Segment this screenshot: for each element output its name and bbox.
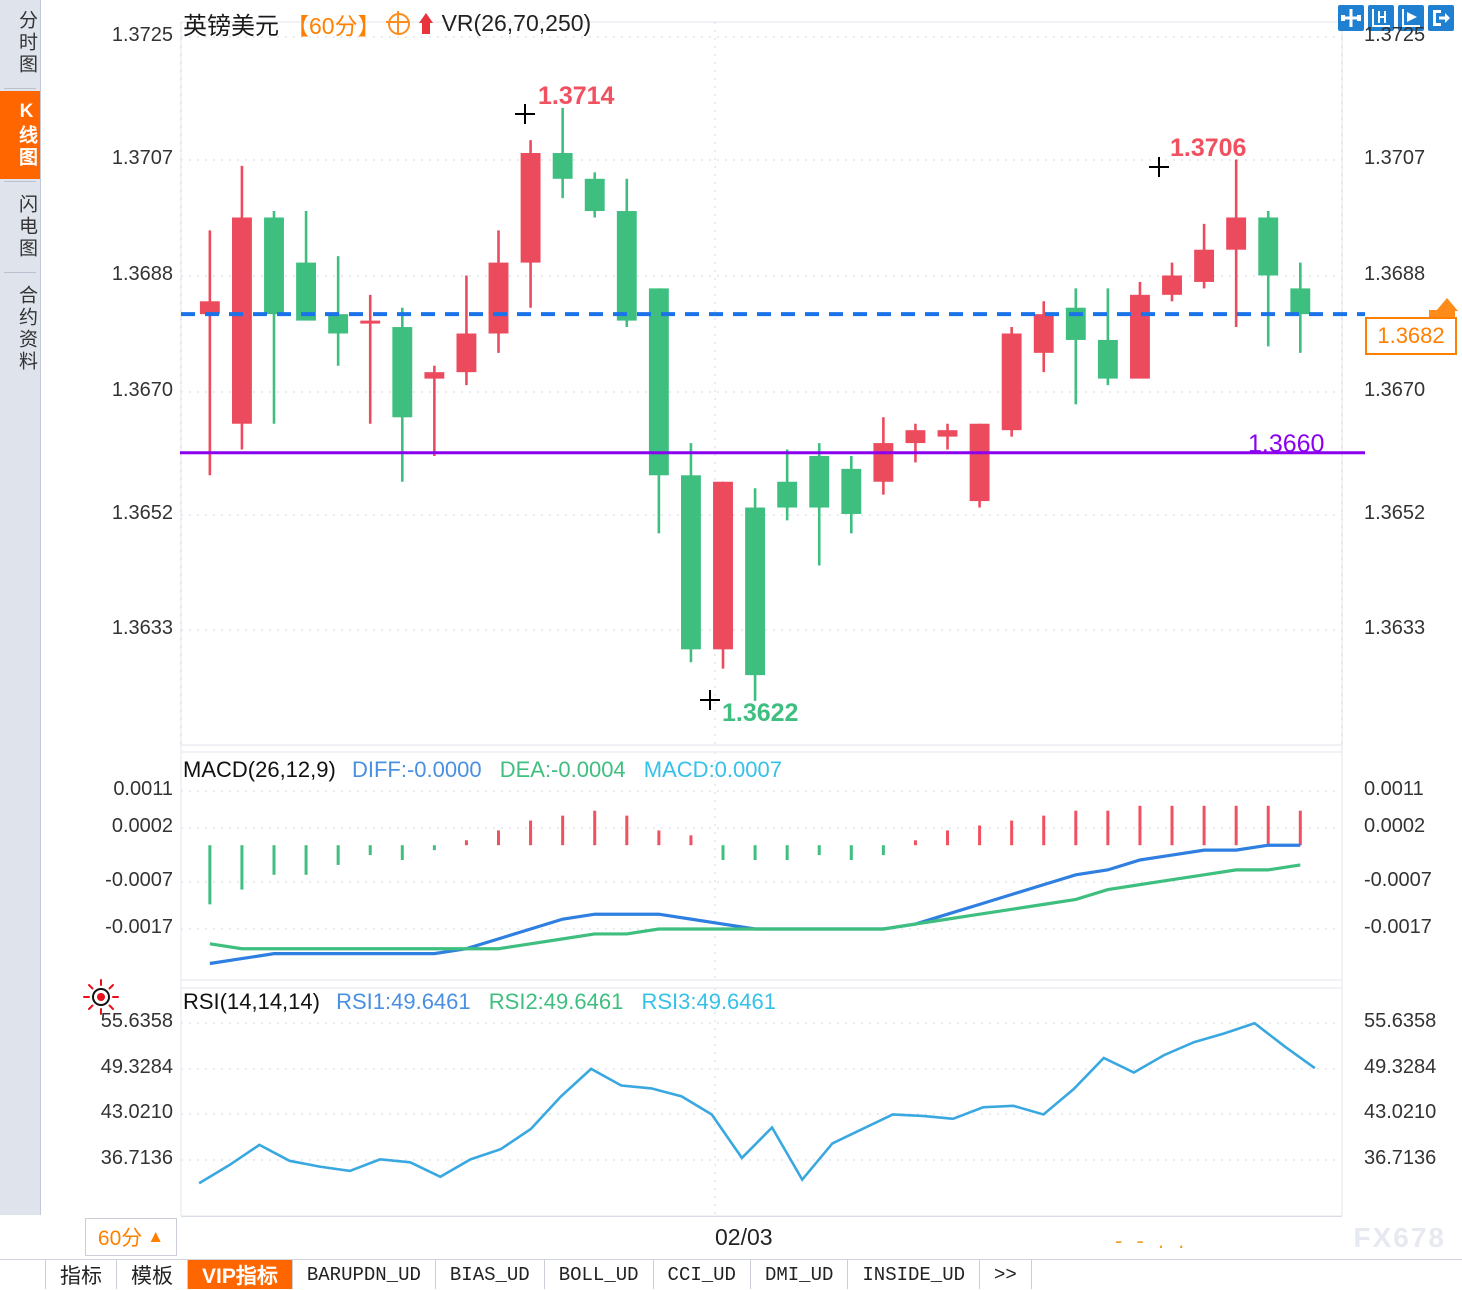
time-axis-label: 02/03	[715, 1224, 773, 1250]
period-selector-button[interactable]: 60分 ▲	[85, 1218, 177, 1256]
low-marker-icon	[700, 690, 720, 710]
price-tag-arrow-base	[1429, 310, 1455, 317]
sidebar-item-timeline-chart[interactable]: 分时图	[0, 0, 40, 86]
annotation-high: 1.3714	[538, 82, 615, 110]
price-axis-tick-left: 1.3707	[111, 147, 173, 169]
sidebar-filler	[0, 383, 40, 1215]
dmi-ud-tab[interactable]: DMI_UD	[751, 1260, 849, 1289]
exit-icon[interactable]	[1428, 5, 1454, 31]
rsi-axis-tick-right: 36.7136	[1364, 1147, 1437, 1169]
current-price-tag[interactable]: 1.3682	[1365, 317, 1457, 355]
toolbar-spacer	[1032, 1260, 1462, 1289]
macd-axis-tick-right: -0.0007	[1364, 869, 1432, 891]
macd-title: MACD(26,12,9)	[183, 757, 336, 782]
price-axis-tick-left: 1.3652	[111, 502, 173, 524]
period-label: 【60分】	[286, 12, 381, 39]
indicator-tab[interactable]: 指标	[46, 1260, 117, 1289]
template-tab[interactable]: 模板	[117, 1260, 188, 1289]
flag-marker-icon[interactable]	[1398, 5, 1424, 31]
rsi-title: RSI(14,14,14)	[183, 989, 320, 1014]
barupdn-ud-tab[interactable]: BARUPDN_UD	[293, 1260, 436, 1289]
arrow-up-icon	[417, 12, 435, 35]
bias-ud-tab[interactable]: BIAS_UD	[436, 1260, 545, 1289]
price-axis-tick-right: 1.3633	[1364, 617, 1426, 639]
macd-axis-tick-right: -0.0017	[1364, 916, 1432, 938]
measure-icon[interactable]	[1368, 5, 1394, 31]
rsi-axis-tick-right: 55.6358	[1364, 1010, 1437, 1032]
price-axis-tick-right: 1.3707	[1364, 147, 1426, 169]
crosshair-circle-icon[interactable]	[385, 10, 410, 35]
period-button-label: 60分	[97, 1227, 143, 1250]
macd-axis-tick-right: 0.0011	[1364, 778, 1424, 800]
macd-axis-tick-left: 0.0011	[113, 778, 173, 800]
rsi-axis-tick-right: 49.3284	[1364, 1056, 1437, 1078]
price-axis-tick-left: 1.3633	[111, 617, 173, 639]
cci-ud-tab[interactable]: CCI_UD	[654, 1260, 751, 1289]
price-axis-tick-right: 1.3725	[1364, 24, 1426, 46]
caret-up-icon: ▲	[147, 1227, 165, 1246]
macd-macd-value: MACD:0.0007	[643, 757, 782, 782]
left-sidebar: 分时图 K线图 闪电图 合约资料	[0, 0, 41, 1215]
bottom-toolbar: 指标 模板 VIP指标 BARUPDN_UD BIAS_UD BOLL_UD CCI_UD D…	[0, 1259, 1462, 1289]
sidebar-item-candlestick-chart[interactable]: K线图	[0, 91, 40, 179]
rsi1-value: RSI1:49.6461	[336, 989, 471, 1014]
boll-ud-tab[interactable]: BOLL_UD	[545, 1260, 654, 1289]
macd-axis-tick-left: -0.0007	[105, 869, 173, 891]
price-axis-tick-left: 1.3670	[111, 379, 173, 401]
rsi3-value: RSI3:49.6461	[641, 989, 776, 1014]
time-axis	[181, 1216, 1342, 1261]
annotation-recent-high: 1.3706	[1170, 134, 1247, 162]
macd-dea-value: DEA:-0.0004	[499, 757, 626, 782]
high-marker-icon	[515, 104, 535, 124]
chart-container: 英镑美元 【60分】 VR(26,70,250)	[40, 0, 1462, 1288]
watermark-logo: FX678	[1353, 1222, 1446, 1253]
chart-toolbar	[1338, 5, 1454, 31]
macd-axis-tick-left: -0.0017	[105, 916, 173, 938]
sidebar-divider	[4, 88, 36, 89]
vip-indicator-tab[interactable]: VIP指标	[188, 1260, 293, 1289]
rsi-header: RSI(14,14,14) RSI1:49.6461 RSI2:49.6461 …	[183, 989, 776, 1015]
toolbar-items: 指标 模板 VIP指标 BARUPDN_UD BIAS_UD BOLL_UD CCI_UD D…	[46, 1260, 1462, 1289]
annotation-support-level: 1.3660	[1248, 430, 1325, 458]
crosshair-move-icon[interactable]	[1338, 5, 1364, 31]
rsi-axis-tick-left: 36.7136	[100, 1147, 173, 1169]
sidebar-item-lightning-chart[interactable]: 闪电图	[0, 184, 40, 270]
annotation-low: 1.3622	[722, 699, 799, 727]
more-indicators-button[interactable]: >>	[980, 1260, 1032, 1289]
rsi-axis-tick-left: 49.3284	[100, 1056, 173, 1078]
macd-diff-value: DIFF:-0.0000	[351, 757, 482, 782]
price-axis-tick-right: 1.3670	[1364, 379, 1426, 401]
chart-header: 英镑美元 【60分】 VR(26,70,250)	[183, 6, 591, 41]
macd-axis-tick-right: 0.0002	[1364, 815, 1426, 837]
price-axis-tick-left: 1.3688	[111, 263, 173, 285]
price-axis-tick-left: 1.3725	[111, 24, 173, 46]
axis-dash-mark: - - . .	[1115, 1228, 1189, 1253]
toolbar-left-pad	[0, 1260, 46, 1289]
rsi-axis-tick-left: 55.6358	[100, 1010, 173, 1032]
chart-canvas[interactable]	[40, 0, 1462, 1288]
sidebar-divider	[4, 181, 36, 182]
symbol-label: 英镑美元	[183, 13, 279, 40]
rsi-axis-tick-left: 43.0210	[100, 1101, 173, 1123]
settings-sun-icon[interactable]	[82, 978, 120, 1016]
macd-header: MACD(26,12,9) DIFF:-0.0000 DEA:-0.0004 M…	[183, 757, 782, 783]
vr-indicator-label: VR(26,70,250)	[441, 10, 592, 36]
price-axis-tick-right: 1.3652	[1364, 502, 1426, 524]
recent-high-marker-icon	[1149, 157, 1169, 177]
rsi2-value: RSI2:49.6461	[488, 989, 624, 1014]
price-tag-arrow-icon	[1436, 298, 1458, 311]
inside-ud-tab[interactable]: INSIDE_UD	[848, 1260, 981, 1289]
sidebar-divider	[4, 272, 36, 273]
macd-axis-tick-left: 0.0002	[111, 815, 173, 837]
sidebar-item-contract-info[interactable]: 合约资料	[0, 275, 40, 383]
price-axis-tick-right: 1.3688	[1364, 263, 1426, 285]
rsi-axis-tick-right: 43.0210	[1364, 1101, 1437, 1123]
